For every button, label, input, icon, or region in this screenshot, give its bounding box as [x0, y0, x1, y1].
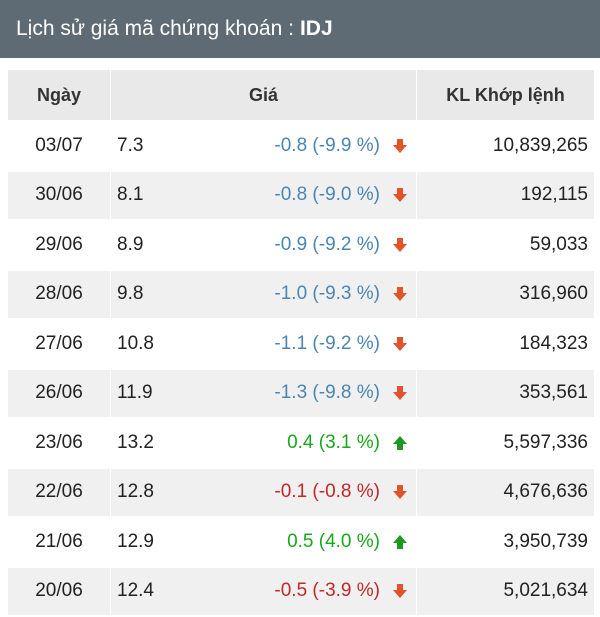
price-change: -0.5 (-3.9 %) [187, 580, 392, 602]
cell-date: 23/06 [8, 419, 111, 469]
cell-date: 03/07 [8, 122, 111, 172]
close-price: 11.9 [117, 382, 187, 404]
cell-date: 27/06 [8, 320, 111, 370]
cell-volume: 59,033 [417, 221, 594, 271]
cell-price: 12.4-0.5 (-3.9 %) [111, 568, 417, 617]
cell-date: 28/06 [8, 271, 111, 321]
price-change: -0.8 (-9.0 %) [187, 184, 392, 206]
price-change: -0.9 (-9.2 %) [187, 234, 392, 256]
cell-date: 20/06 [8, 568, 111, 617]
cell-volume: 4,676,636 [417, 469, 594, 519]
cell-date: 29/06 [8, 221, 111, 271]
price-change: -1.1 (-9.2 %) [187, 333, 392, 355]
arrow-up-icon [392, 534, 408, 550]
price-change: 0.5 (4.0 %) [187, 531, 392, 553]
close-price: 12.9 [117, 531, 187, 553]
table-header-row: Ngày Giá KL Khớp lệnh [8, 70, 594, 122]
arrow-down-icon [392, 237, 408, 253]
price-change: -1.0 (-9.3 %) [187, 283, 392, 305]
cell-price: 9.8-1.0 (-9.3 %) [111, 271, 417, 321]
cell-price: 8.9-0.9 (-9.2 %) [111, 221, 417, 271]
arrow-down-icon [392, 336, 408, 352]
ticker-symbol: IDJ [300, 17, 333, 41]
cell-price: 8.1-0.8 (-9.0 %) [111, 172, 417, 222]
cell-volume: 10,839,265 [417, 122, 594, 172]
column-header-date[interactable]: Ngày [8, 70, 111, 122]
column-header-price[interactable]: Giá [111, 70, 417, 122]
arrow-down-icon [392, 138, 408, 154]
price-change: -0.8 (-9.9 %) [187, 135, 392, 157]
close-price: 7.3 [117, 135, 187, 157]
cell-volume: 184,323 [417, 320, 594, 370]
page-title: Lịch sử giá mã chứng khoán : [16, 17, 294, 41]
cell-date: 22/06 [8, 469, 111, 519]
arrow-down-icon [392, 187, 408, 203]
cell-price: 11.9-1.3 (-9.8 %) [111, 370, 417, 420]
cell-volume: 3,950,739 [417, 518, 594, 568]
cell-volume: 5,597,336 [417, 419, 594, 469]
column-header-volume[interactable]: KL Khớp lệnh [417, 70, 594, 122]
page-header: Lịch sử giá mã chứng khoán : IDJ [0, 0, 600, 58]
close-price: 10.8 [117, 333, 187, 355]
close-price: 12.4 [117, 580, 187, 602]
cell-price: 12.8-0.1 (-0.8 %) [111, 469, 417, 519]
close-price: 12.8 [117, 481, 187, 503]
arrow-down-icon [392, 484, 408, 500]
cell-date: 21/06 [8, 518, 111, 568]
arrow-down-icon [392, 286, 408, 302]
cell-price: 10.8-1.1 (-9.2 %) [111, 320, 417, 370]
close-price: 8.1 [117, 184, 187, 206]
cell-volume: 192,115 [417, 172, 594, 222]
cell-date: 30/06 [8, 172, 111, 222]
cell-volume: 316,960 [417, 271, 594, 321]
price-change: -1.3 (-9.8 %) [187, 382, 392, 404]
price-change: 0.4 (3.1 %) [187, 432, 392, 454]
arrow-down-icon [392, 583, 408, 599]
arrow-down-icon [392, 385, 408, 401]
cell-price: 7.3-0.8 (-9.9 %) [111, 122, 417, 172]
close-price: 13.2 [117, 432, 187, 454]
close-price: 8.9 [117, 234, 187, 256]
arrow-up-icon [392, 435, 408, 451]
cell-volume: 353,561 [417, 370, 594, 420]
cell-date: 26/06 [8, 370, 111, 420]
close-price: 9.8 [117, 283, 187, 305]
cell-volume: 5,021,634 [417, 568, 594, 617]
price-change: -0.1 (-0.8 %) [187, 481, 392, 503]
